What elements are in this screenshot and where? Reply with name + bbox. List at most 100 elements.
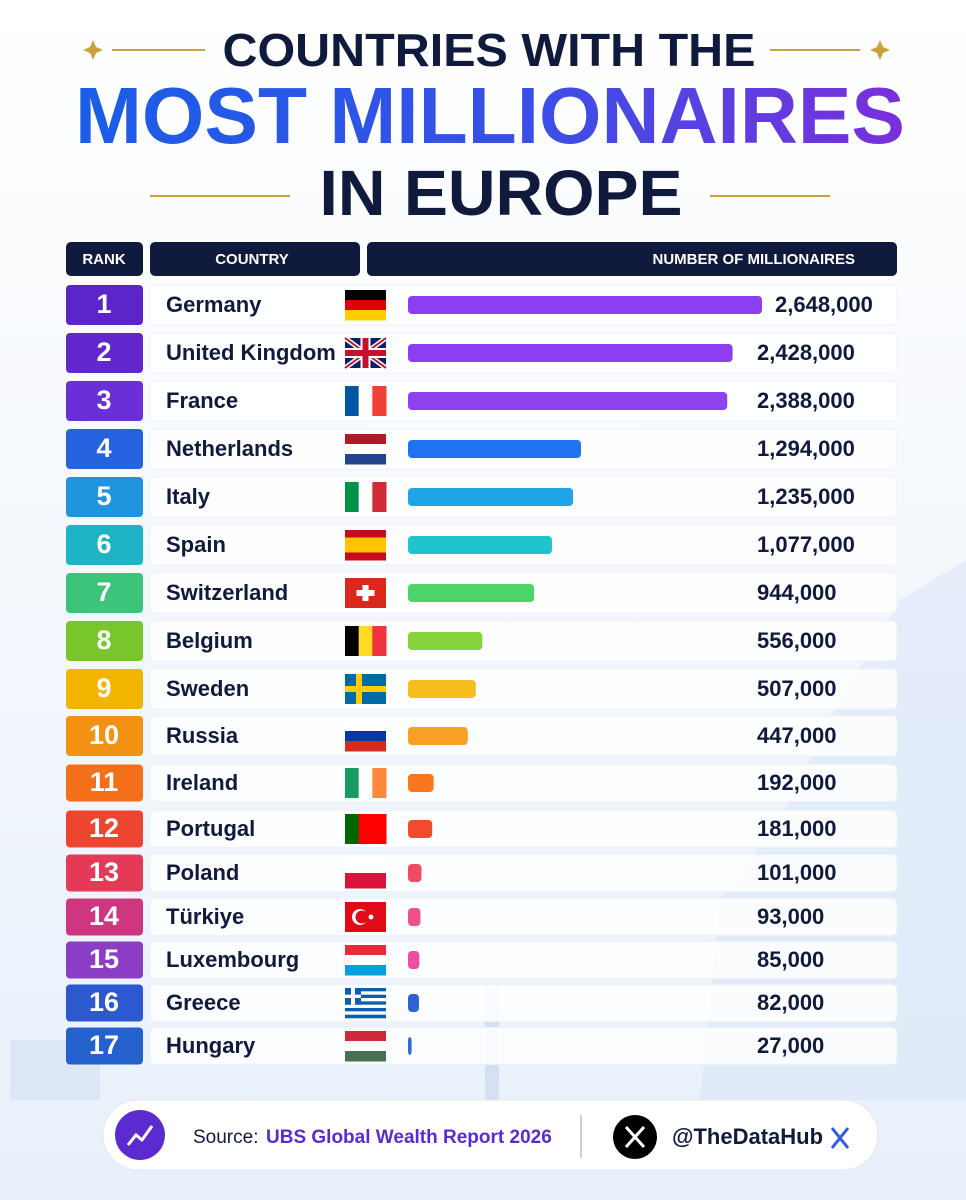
rank: 12 [89, 813, 119, 843]
flag-part [372, 386, 387, 416]
rank-badge [66, 984, 143, 1022]
flag-part [345, 310, 386, 321]
flag-part [345, 1014, 386, 1019]
flag-part [345, 454, 386, 465]
flag-part [345, 858, 386, 874]
flag-part [345, 731, 386, 742]
flag-part [345, 386, 360, 416]
flag-part [345, 444, 386, 455]
bar [408, 296, 762, 314]
country: Poland [166, 860, 239, 885]
flag-part [345, 994, 386, 999]
value-label: 944,000 [757, 580, 837, 605]
value-label: 507,000 [757, 676, 837, 701]
value-label: 181,000 [757, 816, 837, 841]
flag-part [345, 290, 386, 301]
sparkle [870, 40, 890, 60]
flag-part [345, 1031, 386, 1042]
bar [408, 344, 733, 362]
flag-part [345, 741, 386, 752]
source: UBS Global Wealth Report 2026 [266, 1127, 552, 1148]
flag-part [345, 1051, 386, 1062]
header-cell [367, 242, 897, 276]
country: Belgium [166, 628, 253, 653]
rank: 9 [96, 673, 111, 703]
flag-part [368, 914, 374, 920]
flag-part [345, 545, 386, 553]
bar [408, 908, 421, 926]
row-background [149, 854, 898, 892]
rank: 14 [89, 901, 119, 931]
country: Italy [166, 484, 211, 509]
rank-badge [66, 764, 143, 802]
flag-part [345, 434, 386, 445]
bar [408, 820, 433, 838]
value-label: 27,000 [757, 1033, 824, 1058]
flag-part [345, 965, 386, 976]
country: Hungary [166, 1033, 256, 1058]
bar [408, 994, 419, 1012]
rank-badge [66, 381, 143, 421]
flag-part [345, 721, 386, 732]
header-cell [66, 242, 143, 276]
rank-badge [66, 285, 143, 325]
bar [408, 584, 535, 602]
rank: 15 [89, 944, 119, 974]
flag-part [356, 590, 375, 596]
row-background [149, 668, 898, 710]
flag-part [345, 998, 386, 1002]
row-background [149, 941, 898, 979]
source-icon-graph [126, 1125, 154, 1146]
source-label: Source: [193, 1127, 258, 1148]
row-background [149, 715, 898, 757]
column-header: COUNTRY [215, 251, 289, 268]
flag-part [345, 686, 386, 692]
flag-part [372, 768, 387, 798]
handle: @TheDataHub [672, 1124, 823, 1149]
flag-part [345, 814, 360, 844]
rank: 5 [96, 481, 111, 511]
rank-badge [66, 716, 143, 756]
flag-part [358, 814, 373, 844]
title-line: COUNTRIES WITH THE [223, 24, 756, 76]
rank: 13 [89, 857, 119, 887]
rank: 8 [96, 625, 111, 655]
bar [408, 632, 483, 650]
flag-part [358, 626, 373, 656]
bar [408, 440, 581, 458]
bar [408, 488, 574, 506]
rank: 10 [89, 720, 119, 750]
flag-part [345, 530, 386, 538]
value-label: 93,000 [757, 904, 824, 929]
flag-part [345, 350, 386, 356]
flag-part [345, 1004, 386, 1009]
row-background [149, 764, 898, 802]
rank: 7 [96, 577, 111, 607]
flag-part [345, 482, 360, 512]
row-background [149, 810, 898, 848]
country: Sweden [166, 676, 249, 701]
flag-part [345, 991, 386, 995]
rank: 6 [96, 529, 111, 559]
rank-badge [66, 525, 143, 565]
flag-part [345, 1008, 386, 1012]
bar [408, 536, 552, 554]
value-label: 1,077,000 [757, 532, 855, 557]
column-header: NUMBER OF MILLIONAIRES [653, 251, 856, 268]
country: Germany [166, 292, 262, 317]
country: Luxembourg [166, 947, 299, 972]
title-line: IN EUROPE [320, 157, 683, 229]
value-label: 447,000 [757, 723, 837, 748]
rank-badge [66, 429, 143, 469]
rank: 17 [89, 1030, 119, 1060]
bar [408, 951, 420, 969]
flag-part [372, 814, 387, 844]
country: Portugal [166, 816, 255, 841]
value-label: 85,000 [757, 947, 824, 972]
country: Spain [166, 532, 226, 557]
column-header: RANK [82, 251, 125, 268]
flag-part [358, 482, 373, 512]
value-label: 1,235,000 [757, 484, 855, 509]
value-label: 2,428,000 [757, 340, 855, 365]
